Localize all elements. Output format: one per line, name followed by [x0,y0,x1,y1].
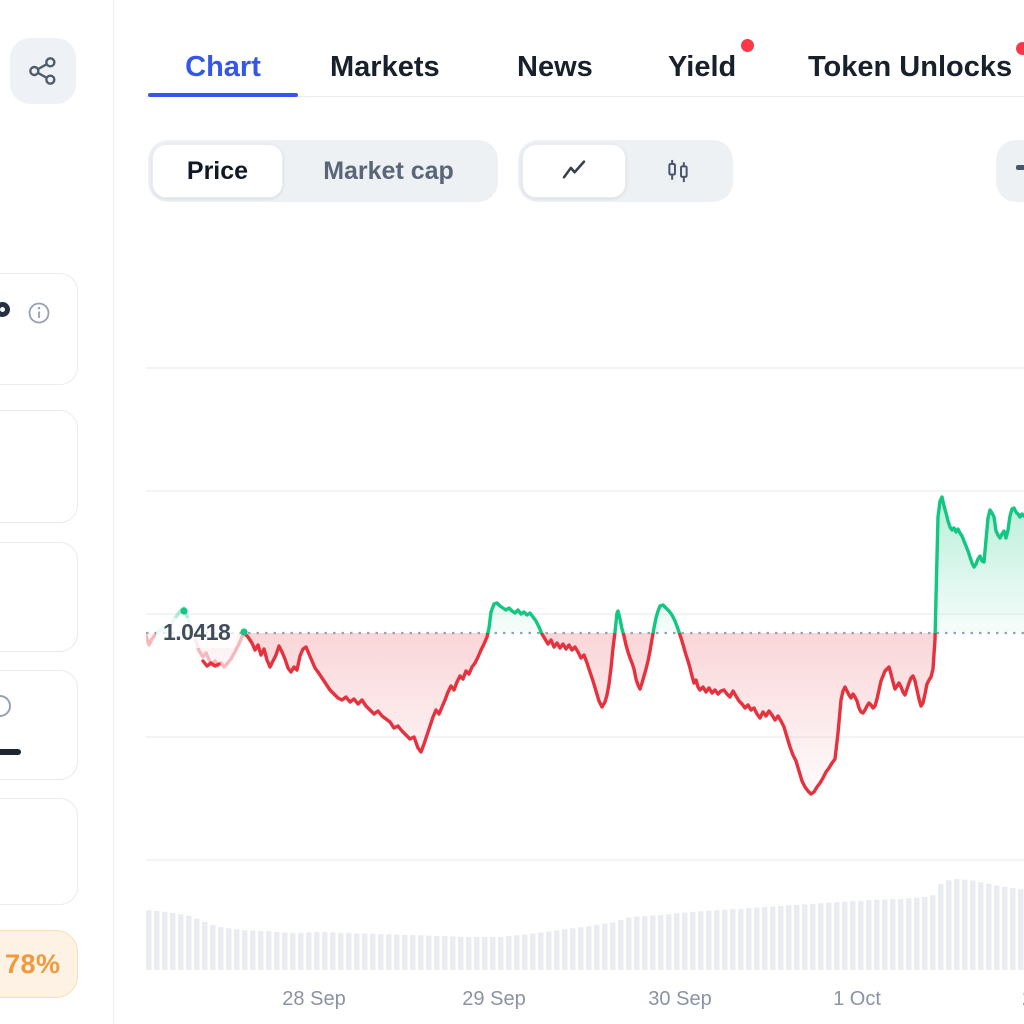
sentiment-badge-value: 78% [5,948,61,979]
tab-token-unlocks[interactable]: Token Unlocks [808,40,1012,94]
x-axis-label: 29 Sep [462,988,526,1010]
price-marker-dot [180,607,188,615]
x-axis-label: 2 Oct [1022,988,1024,1011]
chart-type-candlestick-option[interactable] [626,144,729,198]
metric-toggle-price[interactable]: Price [152,144,283,198]
tab-news-label: News [517,50,593,83]
metric-toggle: Price Market cap [148,140,498,202]
price-marker-dot [240,628,248,636]
price-toggle-label: Price [186,156,249,185]
x-axis-label: 1 Oct [833,988,881,1010]
chart-type-toggle [518,140,733,202]
chart-type-line-option[interactable] [522,144,626,198]
share-icon [27,55,59,87]
tab-chart[interactable]: Chart [148,40,298,94]
token-unlocks-notification-dot [1016,42,1024,55]
tab-markets[interactable]: Markets [330,40,440,94]
price-chart-canvas[interactable] [146,240,1024,970]
active-tab-underline [148,93,298,97]
line-chart-icon [559,156,589,186]
info-icon[interactable] [27,301,51,325]
tab-chart-label: Chart [185,50,261,83]
sentiment-badge[interactable]: 78% [0,930,78,998]
price-area [244,497,1024,794]
stat-card-1 [0,273,78,385]
metric-toggle-market-cap[interactable]: Market cap [283,144,494,198]
info-icon [0,695,11,717]
x-axis: 28 Sep 29 Sep 30 Sep 1 Oct 2 Oct [146,988,1024,1018]
yield-notification-dot [741,39,754,52]
partial-label-glyph [0,302,10,317]
share-button[interactable] [10,38,76,104]
candlestick-icon [664,157,692,185]
tabbar-border [146,96,1024,97]
sidebar-divider [113,0,114,1024]
price-line-intro-solid [201,659,221,668]
tab-markets-label: Markets [330,50,440,83]
chart-tools-button[interactable] [996,140,1024,202]
volume-bars [146,879,1024,970]
gridlines [146,367,1024,861]
tab-yield-label: Yield [668,50,737,83]
tab-news[interactable]: News [517,40,593,94]
stat-empty-value [0,749,21,755]
stat-card-4 [0,670,78,780]
stat-card-2 [0,410,78,523]
stat-card-3 [0,542,78,652]
price-line [242,495,1024,796]
x-axis-label: 30 Sep [648,988,712,1010]
x-axis-label: 28 Sep [282,988,346,1010]
expand-icon [1016,165,1024,170]
chart-svg [146,367,1024,970]
tab-yield[interactable]: Yield [668,40,736,94]
stat-card-5 [0,798,78,905]
baseline-price-label: 1.0418 [156,618,238,648]
tab-token-unlocks-label: Token Unlocks [808,50,1013,83]
market-cap-toggle-label: Market cap [323,156,454,185]
